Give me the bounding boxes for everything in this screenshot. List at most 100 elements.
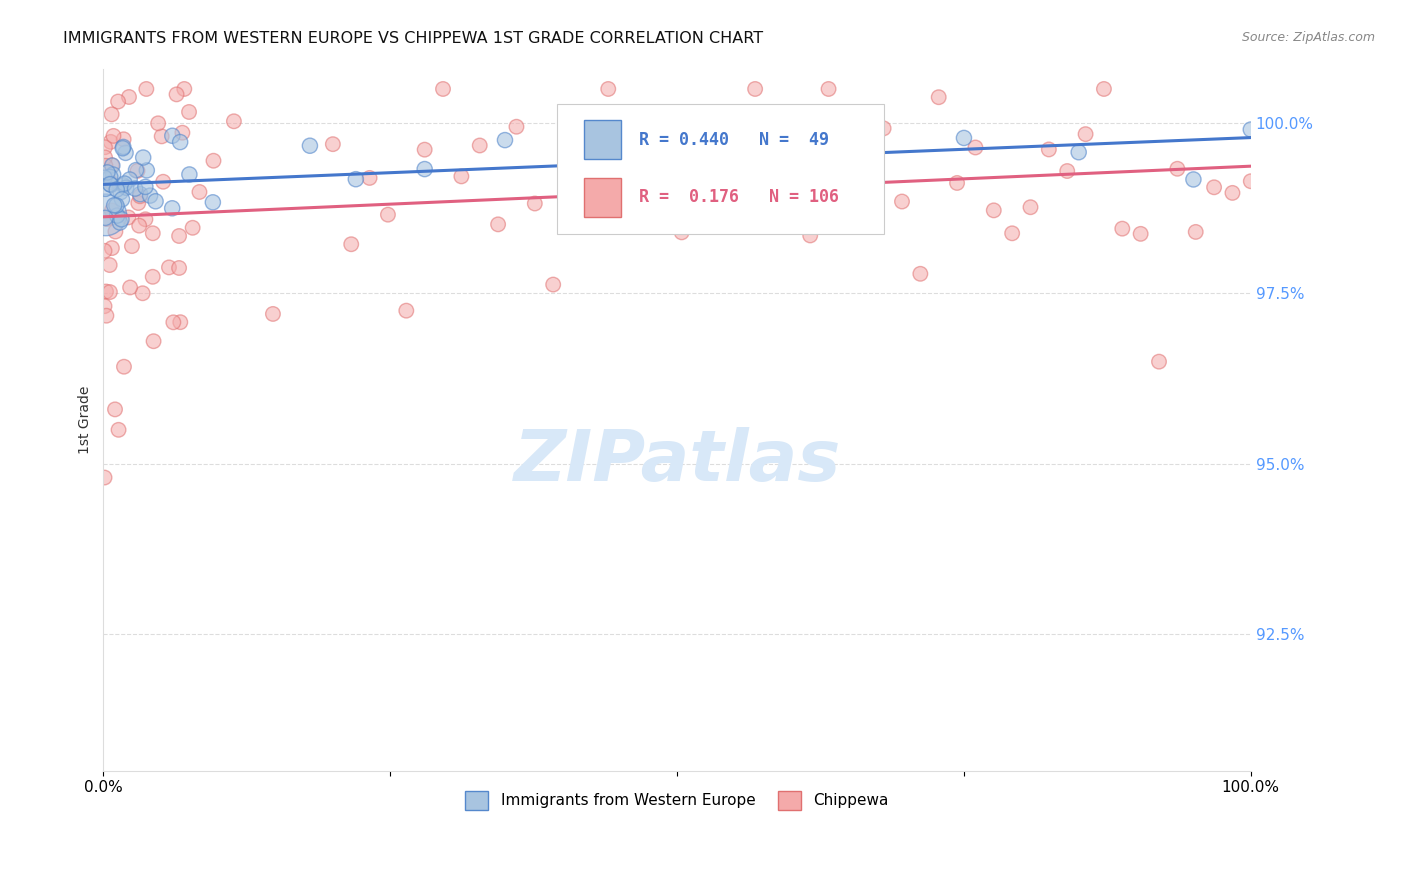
Point [1182,172,1205,186]
Point [142,334,165,349]
Point [689,191,711,205]
Point [152,175,174,189]
Point [107,423,129,437]
Point [298,138,321,153]
Point [780,113,803,128]
Point [121,239,143,253]
Point [1111,221,1133,235]
Text: ZIPatlas: ZIPatlas [513,427,841,496]
Text: R = 0.440   N =  49: R = 0.440 N = 49 [640,131,830,149]
Point [132,151,155,165]
Point [98,285,121,299]
Point [129,189,152,203]
Point [1240,122,1263,136]
Bar [583,178,621,217]
Point [150,129,173,144]
Point [723,158,745,172]
Point [112,359,135,374]
Point [94,211,117,225]
Point [100,107,122,121]
Point [574,128,596,143]
FancyBboxPatch shape [557,103,883,234]
Point [105,209,128,223]
Y-axis label: 1st Grade: 1st Grade [79,385,93,454]
Point [101,241,124,255]
Bar [583,120,621,159]
Point [946,176,969,190]
Point [468,138,491,153]
Point [891,194,914,209]
Point [838,143,860,157]
Point [157,260,180,275]
Point [146,116,169,130]
Point [1184,225,1206,239]
Text: IMMIGRANTS FROM WESTERN EUROPE VS CHIPPEWA 1ST GRADE CORRELATION CHART: IMMIGRANTS FROM WESTERN EUROPE VS CHIPPE… [63,31,763,46]
Point [93,170,115,185]
Point [160,202,183,216]
Point [139,188,162,202]
Point [505,120,527,134]
Point [120,280,142,294]
Point [114,145,136,160]
Point [222,114,245,128]
Point [131,286,153,301]
Point [166,87,188,102]
Point [762,161,785,175]
Point [169,315,191,329]
Point [262,307,284,321]
Point [115,180,138,194]
Point [111,192,134,206]
Point [112,132,135,146]
Point [523,196,546,211]
Point [108,215,131,229]
Point [413,162,436,177]
Point [94,140,117,154]
Point [128,219,150,233]
Point [118,172,141,186]
Point [105,198,128,212]
Point [142,269,165,284]
Point [744,82,766,96]
Point [598,82,620,96]
Point [94,150,117,164]
Point [494,133,516,147]
Point [1240,174,1263,188]
Point [817,82,839,96]
Point [167,260,190,275]
Point [105,182,128,196]
Point [96,309,118,323]
Point [1204,180,1226,194]
Point [872,121,894,136]
Text: R =  0.176   N = 106: R = 0.176 N = 106 [640,188,839,206]
Point [125,163,148,178]
Point [162,315,184,329]
Point [135,82,157,96]
Point [117,211,139,225]
Point [104,402,127,417]
Point [93,470,115,484]
Point [377,208,399,222]
Point [173,82,195,96]
Point [359,170,381,185]
Point [541,277,564,292]
Point [707,182,730,196]
Legend: Immigrants from Western Europe, Chippewa: Immigrants from Western Europe, Chippewa [460,785,894,815]
Point [98,169,121,184]
Point [928,90,950,104]
Point [94,285,117,299]
Point [129,187,152,202]
Point [127,196,149,211]
Point [179,168,201,182]
Point [1166,161,1188,176]
Point [671,225,693,239]
Point [201,195,224,210]
Point [202,153,225,168]
Point [725,151,748,165]
Point [98,177,121,191]
Point [1019,200,1042,214]
Point [169,135,191,149]
Point [94,208,117,222]
Point [110,212,132,227]
Point [142,226,165,240]
Point [104,225,127,239]
